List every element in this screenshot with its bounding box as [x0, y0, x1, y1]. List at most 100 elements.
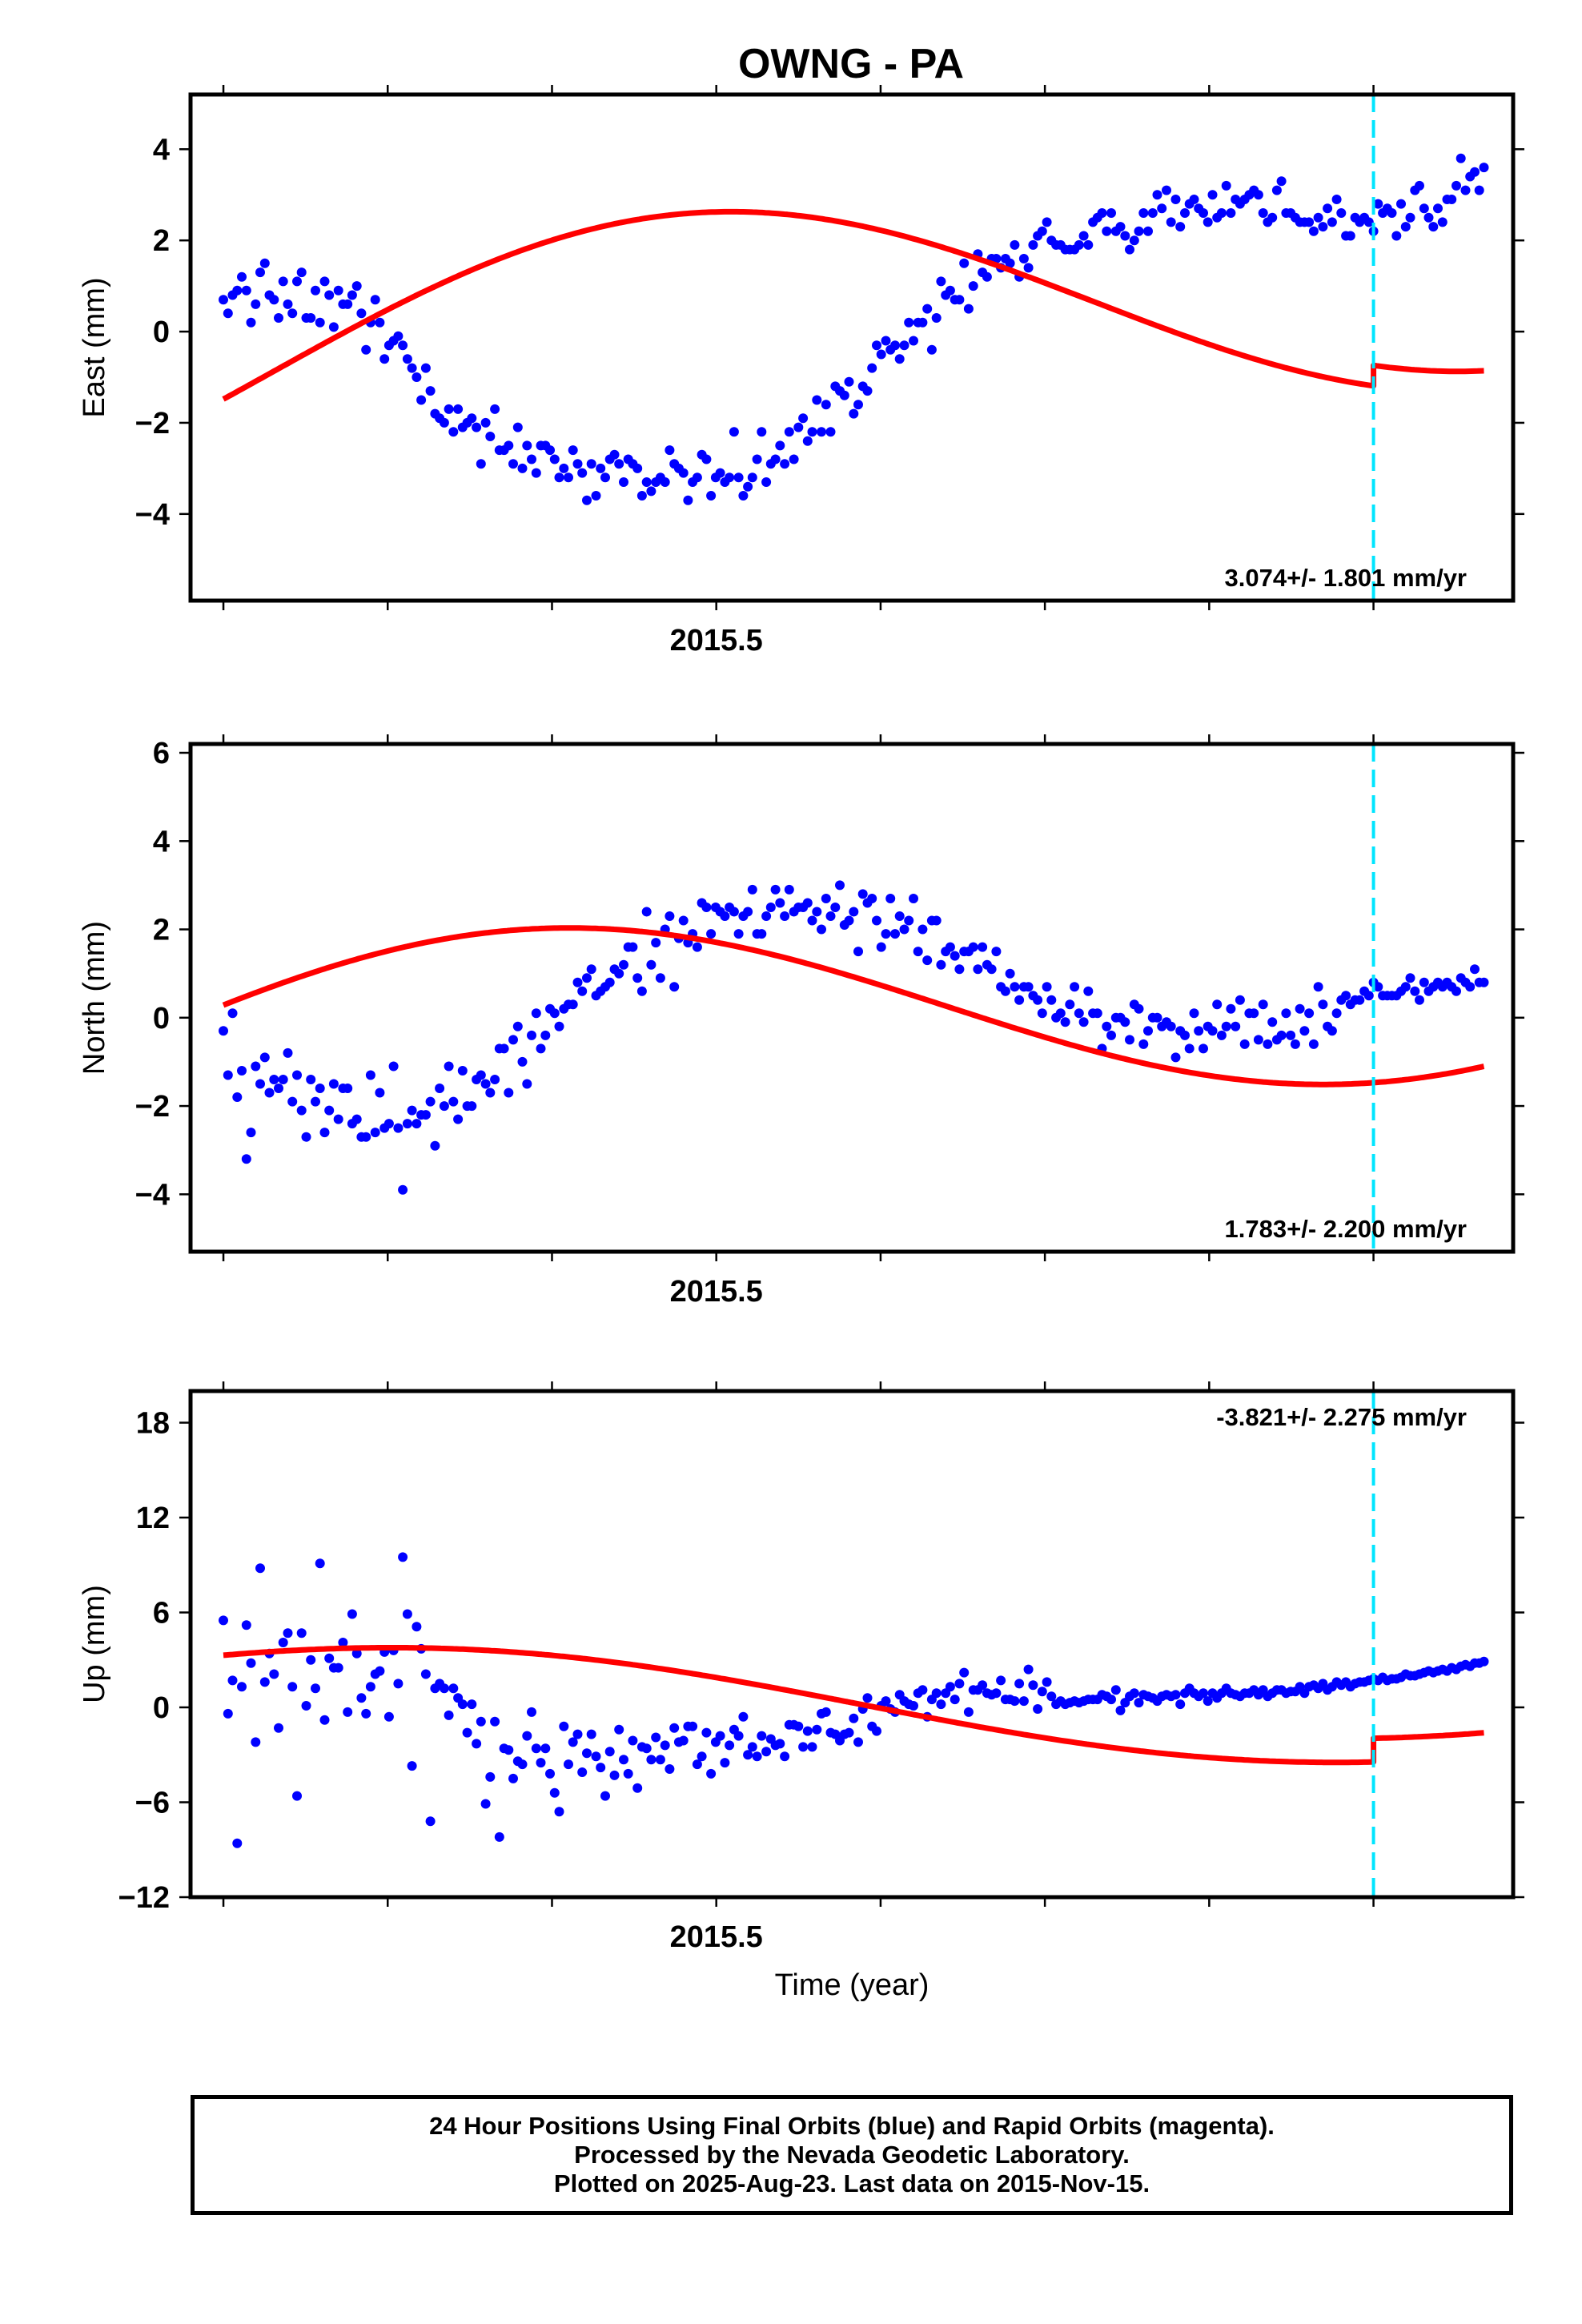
data-point	[1037, 1687, 1047, 1697]
data-point	[1014, 1679, 1025, 1689]
data-point	[361, 344, 371, 355]
data-point	[274, 313, 283, 323]
data-point	[1373, 982, 1383, 992]
data-point	[407, 363, 417, 373]
data-point	[959, 1667, 970, 1678]
data-point	[356, 308, 367, 319]
y-tick-label: 0	[153, 316, 170, 349]
data-point	[894, 354, 905, 364]
data-point	[306, 313, 316, 323]
data-point	[1152, 190, 1162, 200]
data-point	[1295, 1003, 1305, 1014]
data-point	[1479, 1656, 1489, 1667]
data-point	[917, 924, 928, 935]
data-point	[1115, 222, 1126, 232]
data-point	[1479, 163, 1489, 173]
data-point	[807, 1742, 817, 1752]
footer-box: 24 Hour Positions Using Final Orbits (bl…	[191, 2095, 1513, 2215]
data-point	[365, 1682, 375, 1692]
data-point	[296, 1628, 307, 1638]
y-tick-label: 4	[153, 825, 170, 858]
data-point	[1028, 1680, 1038, 1691]
data-point	[733, 929, 744, 939]
data-point	[1120, 1017, 1130, 1027]
data-point	[973, 964, 983, 975]
data-point	[425, 1096, 436, 1107]
data-point	[517, 463, 528, 473]
data-point	[420, 363, 431, 373]
data-point	[370, 295, 380, 305]
data-point	[457, 1066, 468, 1076]
data-point	[444, 1710, 454, 1720]
data-point	[812, 907, 822, 917]
data-point	[351, 1114, 362, 1124]
data-point	[572, 459, 583, 469]
data-point	[522, 1731, 532, 1741]
data-point	[568, 999, 578, 1010]
data-point	[283, 1047, 293, 1058]
data-point	[333, 285, 343, 296]
data-point	[604, 977, 615, 987]
data-point	[1258, 208, 1268, 218]
data-point	[324, 1653, 335, 1663]
data-point	[1037, 226, 1047, 236]
data-point	[1235, 995, 1245, 1005]
data-point	[527, 1707, 536, 1717]
data-point	[872, 340, 881, 351]
data-point	[554, 1021, 564, 1031]
y-tick-label: 4	[153, 133, 170, 167]
data-point	[1005, 968, 1015, 979]
y-tick-label: −4	[135, 498, 170, 532]
data-point	[1253, 190, 1263, 200]
data-point	[1249, 1008, 1259, 1019]
data-point	[564, 1759, 573, 1770]
data-point	[1474, 185, 1484, 195]
data-point	[227, 1675, 238, 1686]
data-point	[959, 258, 970, 268]
chart-title: OWNG - PA	[738, 41, 964, 87]
y-tick-label: 18	[136, 1407, 170, 1441]
y-tick-label: 0	[153, 1691, 170, 1725]
data-point	[412, 1622, 422, 1632]
data-point	[1018, 254, 1029, 263]
y-tick-label: −12	[118, 1881, 170, 1915]
data-point	[324, 1105, 335, 1116]
data-point	[1423, 212, 1434, 223]
data-point	[604, 1747, 615, 1757]
data-point	[1102, 1021, 1112, 1031]
data-point	[922, 304, 933, 314]
data-point	[467, 1699, 477, 1710]
data-point	[1170, 195, 1181, 204]
data-point	[425, 386, 436, 396]
data-point	[232, 1092, 243, 1102]
data-point	[963, 1707, 974, 1717]
data-point	[292, 276, 302, 287]
data-point	[817, 924, 826, 935]
data-point	[936, 959, 946, 970]
data-point	[278, 1075, 288, 1084]
data-point	[444, 404, 454, 414]
data-point	[549, 1008, 560, 1019]
data-point	[582, 495, 592, 505]
data-point	[853, 400, 863, 410]
data-point	[665, 911, 675, 921]
data-point	[996, 1675, 1006, 1686]
data-point	[1212, 999, 1223, 1010]
data-point	[1125, 244, 1134, 255]
data-point	[1267, 1017, 1278, 1027]
data-point	[1175, 1699, 1186, 1710]
data-point	[1373, 199, 1383, 209]
data-point	[954, 1679, 965, 1689]
data-point	[1092, 1008, 1102, 1019]
data-point	[817, 427, 826, 437]
data-point	[1134, 1698, 1144, 1708]
data-point	[738, 1711, 749, 1722]
data-point	[991, 1688, 1002, 1699]
data-point	[665, 1764, 675, 1774]
data-point	[807, 915, 817, 926]
y-tick-label: −2	[135, 407, 170, 440]
data-point	[922, 955, 933, 966]
data-point	[1263, 1039, 1273, 1049]
data-point	[729, 907, 739, 917]
